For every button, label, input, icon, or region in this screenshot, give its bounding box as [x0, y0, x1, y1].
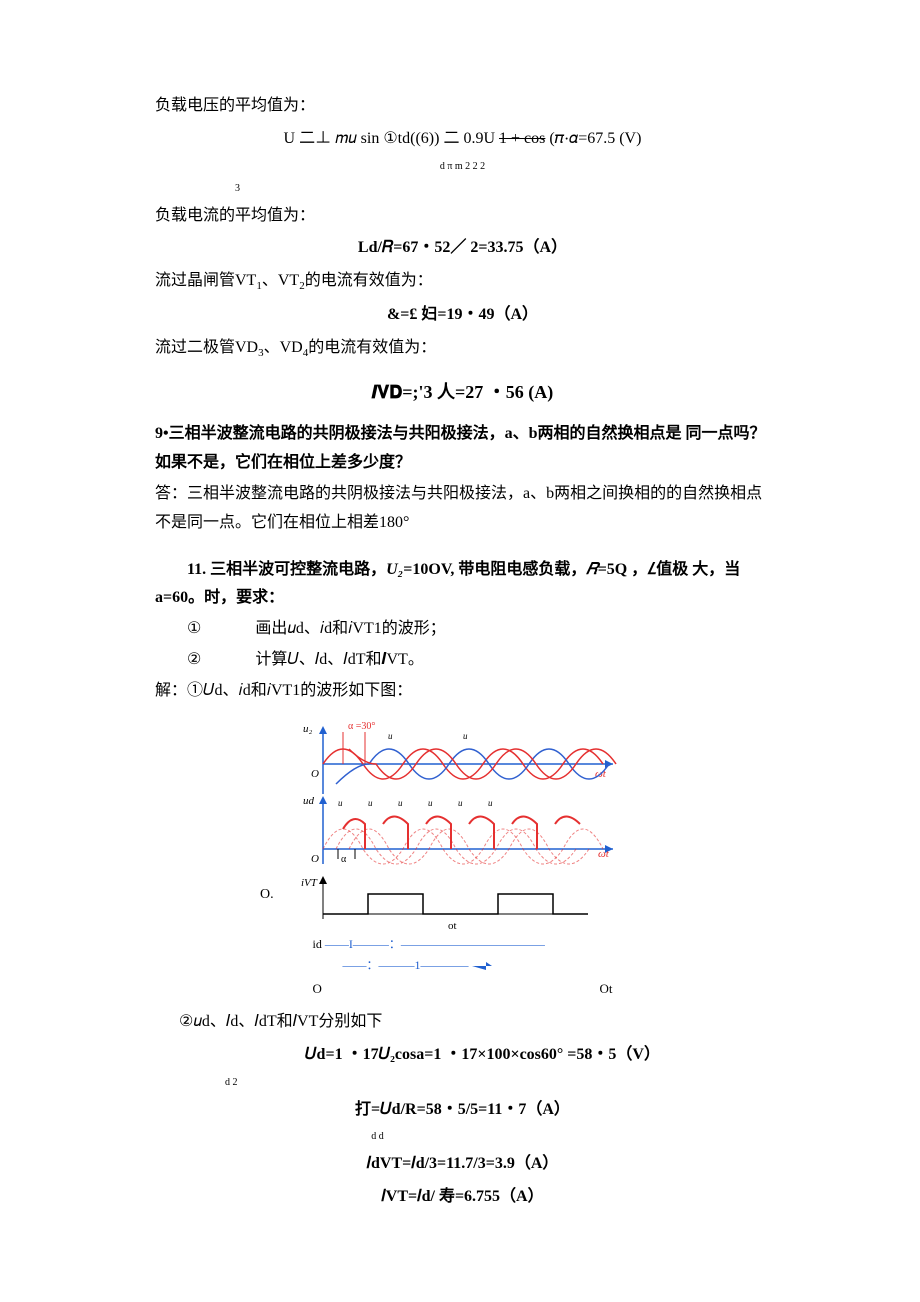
- label-O2p: O: [311, 853, 319, 865]
- p4-end: 的电流有效值为：: [308, 339, 436, 356]
- svg-text:u: u: [368, 798, 373, 808]
- list-item-2: ② 计算𝑈、𝐼d、𝐼dT和𝑰VT。: [155, 646, 770, 675]
- svg-text:u: u: [398, 798, 403, 808]
- formula-1-frac: 1 + cos: [499, 130, 545, 147]
- formula-6-sub: d d: [155, 1128, 770, 1146]
- panel-ivt: iVT ot: [301, 876, 588, 932]
- svg-text:u: u: [428, 798, 433, 808]
- q11-mid2: =5Q ，: [598, 561, 648, 578]
- svg-text:α: α: [341, 854, 347, 865]
- svg-text:u: u: [488, 798, 493, 808]
- svg-text:u: u: [463, 731, 468, 741]
- q11-u2: U₂: [386, 561, 403, 578]
- q9-text: 9•三相半波整流电路的共阴极接法与共阳极接法，a、b两相的自然换相点是 同一点吗…: [155, 425, 766, 471]
- id-dash: ——I———：————————————: [325, 937, 545, 951]
- q11-pre: 11. 三相半波可控整流电路，: [187, 561, 386, 578]
- q11-mid1: =10OV, 带电阻电感负载，: [403, 561, 586, 578]
- label-u2: u₂: [303, 723, 313, 735]
- label-Ot-bottom: Ot: [600, 977, 613, 1000]
- panel-u2: u₂ O ωt α =30° u u: [303, 721, 616, 794]
- formula-3: &=£ 妇=19・49（A）: [155, 301, 770, 330]
- q11-r: 𝑅: [586, 561, 597, 578]
- formula-5-sub: d 2: [155, 1074, 770, 1092]
- label-O1: O: [311, 768, 319, 780]
- formula-1-sub2: 3: [155, 180, 770, 198]
- id-axis-labels: O Ot: [293, 977, 633, 1000]
- formula-6: 打=𝑈d/R=58・5/5=11・7（A）: [155, 1096, 770, 1125]
- label-ivt: iVT: [301, 877, 318, 889]
- label-ud: ud: [303, 795, 315, 807]
- answer-9: 答：三相半波整流电路的共阴极接法与共阳极接法，a、b两相之间换相的的自然换相点不…: [155, 480, 770, 538]
- solution-intro: 解：①𝑈d、𝑖d和𝑖VT1的波形如下图：: [155, 677, 770, 706]
- formula-7: 𝐼dVT=𝐼d/3=11.7/3=3.9（A）: [155, 1150, 770, 1179]
- id-label: id: [313, 937, 322, 951]
- list-1-text: 画出𝑢d、𝑖d和𝑖VT1的波形；: [255, 620, 445, 637]
- p3-pre: 流过晶闸管VT: [155, 272, 256, 289]
- label-wt2: ωt: [598, 848, 610, 860]
- id-dash2-text: ——：———1————: [343, 958, 469, 972]
- id-dash2: ——：———1————: [293, 955, 633, 977]
- formula-1-sub: d π m 2 2 2: [155, 158, 770, 176]
- answer-part-2: ②𝑢d、𝐼d、𝐼dT和𝐼VT分别如下: [155, 1008, 770, 1037]
- svg-text:u: u: [338, 798, 343, 808]
- list-item-1: ① 画出𝑢d、𝑖d和𝑖VT1的波形；: [155, 615, 770, 644]
- formula-5: 𝑈d=1 ・17𝑈₂cosa=1 ・17×100×cos60° =58・5（V）: [155, 1041, 770, 1070]
- p3-end: 的电流有效值为：: [305, 272, 433, 289]
- q11-l: 𝐿: [647, 561, 656, 578]
- paragraph-thyristor: 流过晶闸管VT1、VT2的电流有效值为：: [155, 267, 770, 297]
- formula-1-end: (𝜋⋅𝛼=67.5 (V): [549, 130, 641, 147]
- formula-1: U 二⊥ 𝑚𝑢 sin ①td((6)) 二 0.9U 1 + cos (𝜋⋅𝛼…: [155, 125, 770, 154]
- paragraph-avg-current: 负载电流的平均值为：: [155, 202, 770, 231]
- formula-2: Ld/𝑅=67・52／ 2=33.75（A）: [155, 234, 770, 263]
- p4-pre: 流过二极管VD: [155, 339, 258, 356]
- waveform-svg: u₂ O ωt α =30° u u ud O: [293, 714, 633, 934]
- question-9: 9•三相半波整流电路的共阴极接法与共阳极接法，a、b两相的自然换相点是 同一点吗…: [155, 420, 770, 478]
- list-1-num: ①: [187, 620, 201, 637]
- label-ot3: ot: [448, 920, 457, 932]
- paragraph-diode: 流过二极管VD3、VD4的电流有效值为：: [155, 334, 770, 364]
- waveform-chart: u₂ O ωt α =30° u u ud O: [293, 714, 633, 1001]
- label-O-bottom: O: [313, 977, 322, 1000]
- panel-ud: ud O ωt u u u u u u α: [303, 795, 613, 865]
- p3-mid: 、VT: [262, 272, 299, 289]
- formula-4: 𝑰𝐕𝐃=;'3 人=27 ・56 (A): [155, 376, 770, 408]
- svg-text:u: u: [458, 798, 463, 808]
- svg-text:u: u: [388, 731, 393, 741]
- question-11: 11. 三相半波可控整流电路，U₂=10OV, 带电阻电感负载，𝑅=5Q ，𝐿值…: [155, 556, 770, 614]
- formula-8: 𝐼VT=𝐼d/ 寿=6.755（A）: [155, 1183, 770, 1212]
- left-marker-o: O.: [260, 882, 274, 907]
- panel-id: id ——I———：————————————: [293, 934, 633, 956]
- list-2-text: 计算𝑈、𝐼d、𝐼dT和𝑰VT。: [255, 651, 423, 668]
- list-2-num: ②: [187, 651, 201, 668]
- label-alpha: α =30°: [348, 721, 375, 732]
- formula-1-main: U 二⊥ 𝑚𝑢 sin ①td((6)) 二 0.9U: [284, 130, 495, 147]
- paragraph-avg-voltage: 负载电压的平均值为：: [155, 92, 770, 121]
- p4-mid: 、VD: [264, 339, 303, 356]
